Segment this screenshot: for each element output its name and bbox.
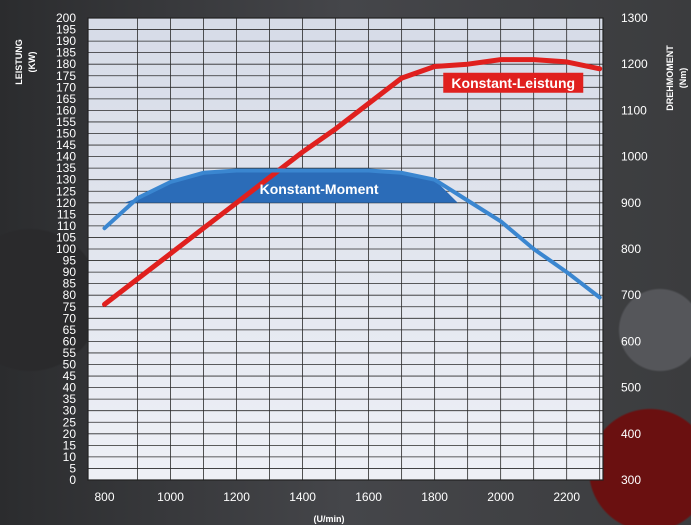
y-right-axis-unit: (Nm) bbox=[678, 68, 688, 89]
y-left-tick-label: 75 bbox=[63, 300, 77, 314]
y-left-tick-label: 165 bbox=[56, 92, 76, 106]
y-left-tick-label: 70 bbox=[63, 311, 77, 325]
y-left-tick-label: 145 bbox=[56, 138, 76, 152]
y-left-tick-label: 120 bbox=[56, 196, 76, 210]
y-left-tick-label: 30 bbox=[63, 404, 77, 418]
x-tick-label: 2200 bbox=[553, 490, 580, 504]
y-right-axis-title: DREHMOMENT bbox=[665, 45, 675, 111]
y-right-tick-label: 800 bbox=[621, 242, 641, 256]
series-line-leistung bbox=[102, 57, 603, 307]
y-left-tick-label: 55 bbox=[63, 346, 77, 360]
y-left-tick-label: 60 bbox=[63, 334, 77, 348]
y-left-tick-label: 90 bbox=[63, 265, 77, 279]
y-left-tick-label: 140 bbox=[56, 150, 76, 164]
y-right-tick-label: 900 bbox=[621, 196, 641, 210]
y-left-tick-label: 125 bbox=[56, 184, 76, 198]
y-left-tick-label: 180 bbox=[56, 57, 76, 71]
y-left-tick-label: 160 bbox=[56, 103, 76, 117]
y-right-tick-label: 300 bbox=[621, 473, 641, 487]
y-left-tick-label: 175 bbox=[56, 69, 76, 83]
y-left-axis-unit: (KW) bbox=[27, 52, 37, 73]
y-right-tick-label: 1200 bbox=[621, 57, 648, 71]
torque-band-label: Konstant-Moment bbox=[260, 181, 379, 197]
y-left-tick-label: 50 bbox=[63, 358, 77, 372]
x-tick-label: 1800 bbox=[421, 490, 448, 504]
axis-titles: LEISTUNG (KW) DREHMOMENT (Nm) (U/min) bbox=[14, 39, 688, 524]
x-tick-label: 1400 bbox=[289, 490, 316, 504]
series-layer bbox=[102, 57, 603, 307]
y-left-tick-label: 15 bbox=[63, 438, 77, 452]
y-left-tick-label: 35 bbox=[63, 392, 77, 406]
tick-labels: 0510152025303540455055606570758085909510… bbox=[56, 11, 648, 504]
y-right-tick-label: 600 bbox=[621, 334, 641, 348]
y-left-tick-label: 135 bbox=[56, 161, 76, 175]
y-left-tick-label: 95 bbox=[63, 254, 77, 268]
y-left-tick-label: 110 bbox=[57, 219, 76, 233]
y-left-tick-label: 190 bbox=[56, 34, 76, 48]
y-right-tick-label: 1300 bbox=[621, 11, 648, 25]
y-left-tick-label: 170 bbox=[56, 80, 76, 94]
y-left-axis-title: LEISTUNG bbox=[14, 39, 24, 85]
y-right-tick-label: 700 bbox=[621, 288, 641, 302]
y-left-tick-label: 200 bbox=[56, 11, 76, 25]
y-right-tick-label: 500 bbox=[621, 381, 641, 395]
y-left-tick-label: 185 bbox=[56, 46, 76, 60]
y-left-tick-label: 80 bbox=[63, 288, 77, 302]
y-left-tick-label: 10 bbox=[63, 450, 77, 464]
plot-border bbox=[87, 17, 604, 481]
x-tick-label: 1000 bbox=[157, 490, 184, 504]
y-left-tick-label: 115 bbox=[57, 207, 76, 221]
y-left-tick-label: 130 bbox=[56, 173, 76, 187]
x-axis-unit: (U/min) bbox=[314, 514, 345, 524]
y-left-tick-label: 65 bbox=[63, 323, 77, 337]
y-left-tick-label: 45 bbox=[63, 369, 77, 383]
y-left-tick-label: 40 bbox=[63, 381, 77, 395]
y-left-tick-label: 0 bbox=[69, 473, 76, 487]
y-left-tick-label: 25 bbox=[63, 415, 77, 429]
x-tick-label: 1200 bbox=[223, 490, 250, 504]
y-left-tick-label: 150 bbox=[56, 127, 76, 141]
y-left-tick-label: 155 bbox=[56, 115, 76, 129]
y-right-tick-label: 1100 bbox=[621, 103, 647, 117]
x-tick-label: 800 bbox=[94, 490, 114, 504]
y-left-tick-label: 85 bbox=[63, 277, 77, 291]
y-left-tick-label: 105 bbox=[56, 230, 76, 244]
y-left-tick-label: 20 bbox=[63, 427, 77, 441]
power-label: Konstant-Leistung bbox=[451, 75, 575, 91]
annotation-layer: Konstant-Moment Konstant-Leistung bbox=[260, 72, 584, 197]
y-left-tick-label: 195 bbox=[56, 23, 76, 37]
x-tick-label: 2000 bbox=[487, 490, 514, 504]
power-label-box bbox=[443, 72, 584, 93]
y-right-tick-label: 1000 bbox=[621, 150, 648, 164]
series-line-drehmoment bbox=[102, 168, 602, 300]
x-tick-label: 1600 bbox=[355, 490, 382, 504]
y-right-tick-label: 400 bbox=[621, 427, 641, 441]
torque-band bbox=[124, 170, 458, 203]
torque-band-layer bbox=[124, 170, 458, 203]
y-left-tick-label: 5 bbox=[69, 461, 76, 475]
y-left-tick-label: 100 bbox=[56, 242, 76, 256]
